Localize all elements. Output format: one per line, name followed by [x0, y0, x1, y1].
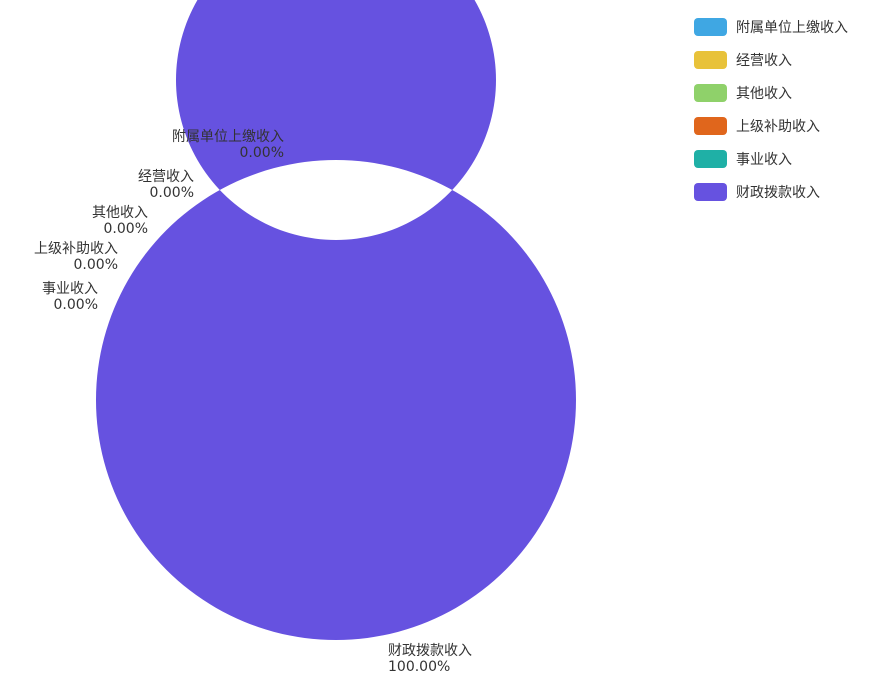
slice-label-percent: 0.00%: [74, 257, 118, 273]
legend-swatch: [694, 50, 727, 69]
slice-label-name: 经营收入: [138, 169, 194, 185]
legend-item[interactable]: 财政拨款收入: [694, 175, 848, 208]
legend-swatch: [694, 149, 727, 168]
legend-label: 经营收入: [736, 52, 792, 69]
legend-swatch: [694, 17, 727, 36]
slice-label-name: 事业收入: [42, 281, 98, 297]
legend-label: 其他收入: [736, 85, 792, 102]
donut-slices: [96, 0, 576, 640]
slice-label-percent: 0.00%: [150, 185, 194, 201]
legend-swatch: [694, 83, 727, 102]
slice-label-percent: 0.00%: [240, 145, 284, 161]
slice-labels: 附属单位上缴收入0.00%经营收入0.00%其他收入0.00%上级补助收入0.0…: [34, 129, 472, 675]
slice-label-name: 财政拨款收入: [388, 643, 472, 659]
legend-label: 上级补助收入: [736, 118, 820, 135]
slice-label-percent: 0.00%: [54, 297, 98, 313]
legend-item[interactable]: 附属单位上缴收入: [694, 10, 848, 43]
legend-swatch: [694, 116, 727, 135]
legend-item[interactable]: 上级补助收入: [694, 109, 848, 142]
legend-label: 附属单位上缴收入: [736, 19, 848, 36]
slice-label-name: 附属单位上缴收入: [172, 129, 284, 145]
legend-label: 事业收入: [736, 151, 792, 168]
legend-swatch: [694, 182, 727, 201]
legend-item[interactable]: 其他收入: [694, 76, 848, 109]
legend: 附属单位上缴收入 经营收入 其他收入 上级补助收入 事业收入 财政拨款收入: [694, 10, 848, 208]
slice-label-name: 上级补助收入: [34, 241, 118, 257]
legend-item[interactable]: 事业收入: [694, 142, 848, 175]
slice-5[interactable]: [96, 0, 576, 640]
slice-label-percent: 0.00%: [104, 221, 148, 237]
legend-item[interactable]: 经营收入: [694, 43, 848, 76]
slice-label-percent: 100.00%: [388, 659, 450, 675]
legend-label: 财政拨款收入: [736, 184, 820, 201]
slice-label-name: 其他收入: [92, 205, 148, 221]
